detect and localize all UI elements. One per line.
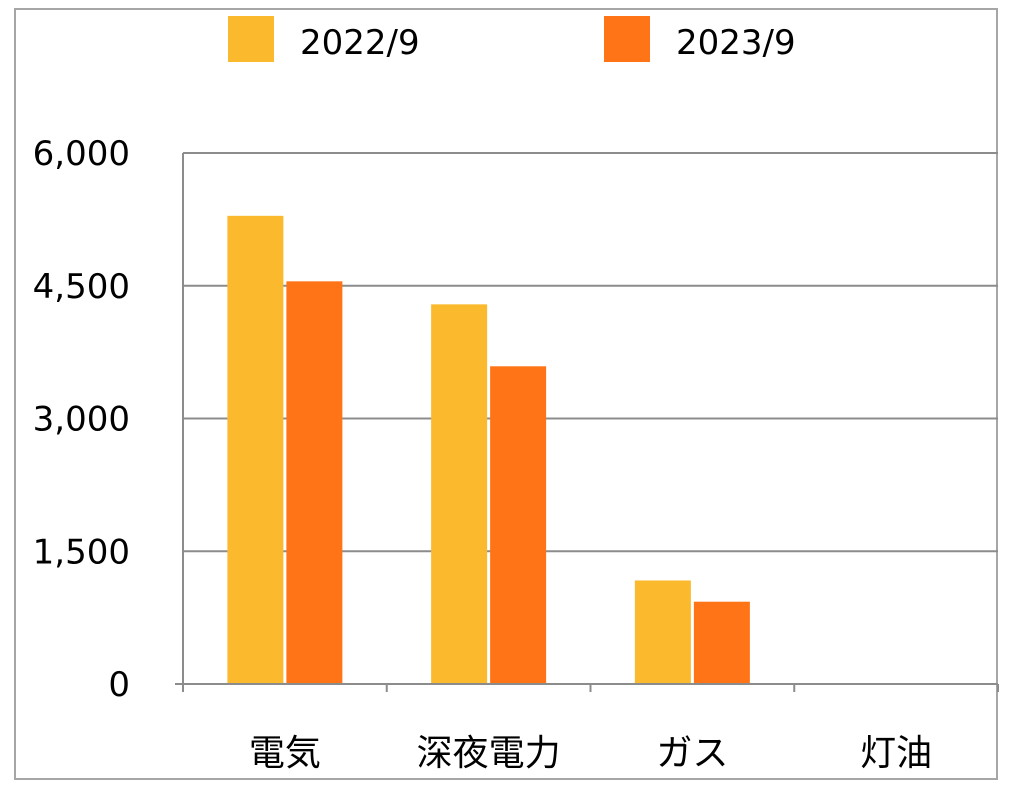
x-category-label: 灯油 bbox=[860, 733, 932, 774]
y-tick-label: 4,500 bbox=[33, 267, 130, 307]
bar-2023-9-2 bbox=[693, 601, 750, 684]
legend: 2022/9 2023/9 bbox=[228, 16, 796, 63]
y-tick-labels: 0 1,500 3,000 4,500 6,000 bbox=[33, 134, 130, 705]
axes bbox=[175, 153, 999, 692]
y-tick-label: 3,000 bbox=[33, 400, 130, 440]
bar-2022-9-2 bbox=[634, 580, 691, 684]
x-category-label: ガス bbox=[656, 733, 728, 774]
x-category-label: 深夜電力 bbox=[417, 733, 561, 774]
bar-2023-9-1 bbox=[490, 366, 547, 684]
legend-label: 2023/9 bbox=[676, 23, 796, 63]
x-category-label: 電気 bbox=[249, 733, 321, 774]
bars bbox=[227, 215, 750, 684]
bar-2022-9-1 bbox=[431, 304, 488, 684]
legend-swatch bbox=[228, 16, 274, 62]
y-tick-label: 6,000 bbox=[33, 134, 130, 174]
bar-2022-9-0 bbox=[227, 215, 284, 684]
legend-label: 2022/9 bbox=[300, 23, 420, 63]
y-tick-label: 0 bbox=[108, 665, 130, 705]
y-tick-label: 1,500 bbox=[33, 532, 130, 572]
legend-swatch bbox=[604, 16, 650, 62]
bar-2023-9-0 bbox=[286, 281, 343, 684]
x-category-labels: 電気 深夜電力 ガス 灯油 bbox=[249, 733, 932, 774]
